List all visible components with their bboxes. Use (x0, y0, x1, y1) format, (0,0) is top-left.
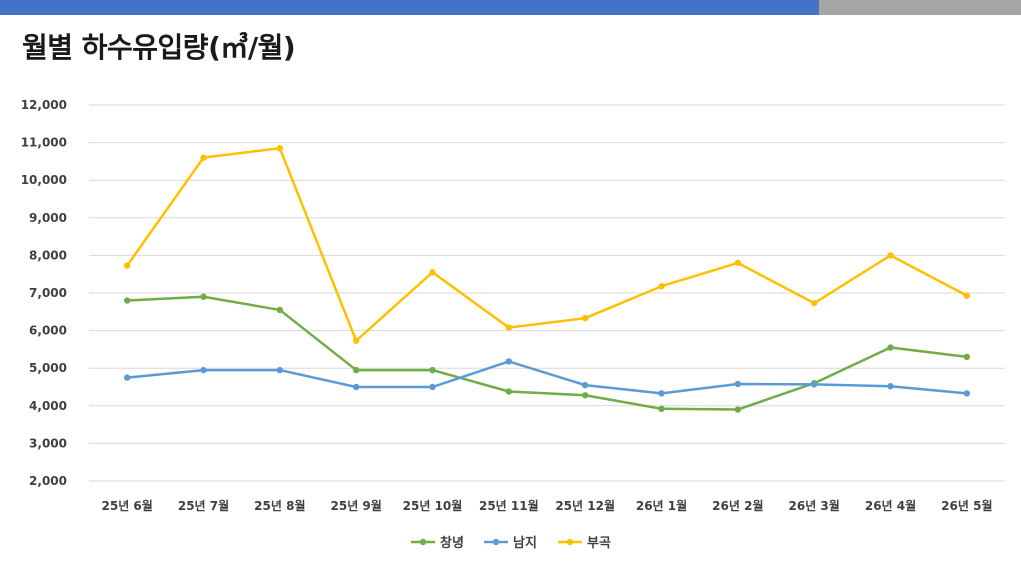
x-tick-label: 25년 8월 (254, 498, 305, 513)
legend-label: 부곡 (587, 536, 611, 551)
data-point (581, 392, 589, 399)
data-point (200, 154, 207, 161)
x-axis-ticks: 25년 6월 25년 7월 25년 8월 25년 9월 25년 10월 25년 11월 25… (102, 498, 993, 513)
series-line (127, 360, 967, 395)
data-point (505, 388, 513, 395)
y-tick-label: 3,000 (29, 436, 67, 450)
x-tick-label: 25년 6월 (102, 498, 153, 513)
data-point (810, 299, 818, 307)
top-accent-bar-gray (819, 0, 1021, 15)
x-tick-label: 26년 5월 (941, 498, 992, 513)
data-point (123, 262, 131, 269)
y-tick-label: 10,000 (21, 173, 67, 187)
data-point (352, 366, 360, 374)
legend-item: 남지 (484, 535, 537, 551)
data-point (200, 293, 207, 300)
grid-lines (89, 104, 1005, 482)
chart-title: 월별 하수유입량(㎥/월) (22, 31, 296, 64)
data-point (352, 383, 360, 391)
data-point (963, 292, 971, 299)
series-group (123, 145, 971, 413)
data-point (123, 374, 131, 381)
data-point (352, 337, 360, 344)
data-point (810, 381, 818, 388)
y-tick-label: 7,000 (29, 286, 67, 300)
data-point (658, 405, 665, 413)
data-point (581, 314, 589, 322)
top-accent-bar (0, 0, 1021, 15)
series-1 (123, 293, 971, 413)
data-point (505, 324, 513, 331)
x-tick-label: 25년 12월 (555, 498, 615, 513)
y-tick-label: 4,000 (29, 399, 67, 413)
y-tick-label: 2,000 (29, 474, 67, 488)
y-axis-ticks: 2,000 3,000 4,000 5,000 6,000 7,000 8,000 9,000… (21, 98, 67, 488)
top-accent-bar-blue (0, 0, 819, 15)
data-point (276, 366, 284, 374)
y-tick-label: 9,000 (29, 211, 67, 225)
x-tick-label: 25년 7월 (178, 498, 229, 513)
data-point (887, 344, 894, 351)
data-point (276, 306, 284, 314)
x-tick-label: 25년 11월 (479, 498, 539, 513)
legend-marker (566, 538, 574, 546)
data-point (200, 366, 207, 374)
legend-marker (492, 538, 500, 546)
series-line (126, 146, 968, 343)
legend-label: 창녕 (440, 535, 464, 551)
legend-item: 창녕 (411, 535, 464, 551)
data-point (734, 259, 742, 267)
data-point (963, 353, 971, 361)
x-tick-label: 26년 2월 (712, 498, 763, 513)
data-point (581, 381, 589, 389)
series-3 (123, 145, 971, 344)
x-tick-label: 26년 1월 (636, 498, 687, 513)
data-point (429, 269, 436, 276)
x-tick-label: 25년 10월 (403, 498, 463, 513)
series-2 (123, 358, 971, 397)
data-point (658, 390, 665, 397)
data-point (887, 383, 894, 390)
y-tick-label: 6,000 (29, 324, 67, 338)
y-tick-label: 11,000 (21, 136, 67, 150)
legend-label: 남지 (513, 535, 537, 551)
data-point (429, 366, 436, 374)
y-tick-label: 5,000 (29, 361, 67, 375)
data-point (505, 358, 513, 365)
data-point (658, 283, 665, 290)
data-point (123, 297, 131, 304)
x-tick-label: 26년 4월 (865, 498, 916, 513)
legend-item: 부곡 (558, 536, 611, 551)
legend: 창녕 남지 부곡 (411, 535, 611, 551)
data-point (963, 390, 971, 397)
y-tick-label: 12,000 (21, 98, 67, 112)
series-line (127, 295, 967, 411)
x-tick-label: 25년 9월 (331, 498, 382, 513)
data-point (887, 252, 894, 259)
x-tick-label: 26년 3월 (789, 498, 840, 513)
legend-marker (419, 538, 427, 546)
data-point (734, 406, 742, 413)
data-point (276, 145, 284, 152)
y-tick-label: 8,000 (29, 248, 67, 262)
data-point (734, 380, 742, 388)
data-point (429, 383, 436, 391)
